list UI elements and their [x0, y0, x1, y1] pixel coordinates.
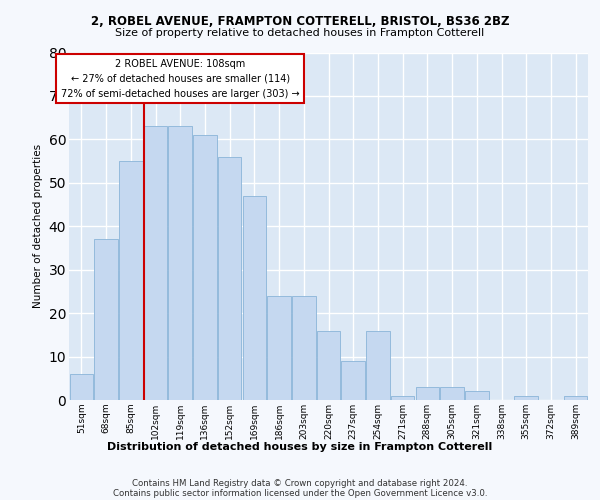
Bar	[317, 330, 340, 400]
Bar	[144, 126, 167, 400]
Bar	[119, 161, 143, 400]
Bar	[70, 374, 93, 400]
Bar	[440, 387, 464, 400]
Text: Contains HM Land Registry data © Crown copyright and database right 2024.: Contains HM Land Registry data © Crown c…	[132, 479, 468, 488]
Bar	[391, 396, 415, 400]
Bar	[94, 240, 118, 400]
Bar	[564, 396, 587, 400]
Y-axis label: Number of detached properties: Number of detached properties	[33, 144, 43, 308]
Bar	[193, 135, 217, 400]
Bar	[292, 296, 316, 400]
Bar	[514, 396, 538, 400]
Bar	[242, 196, 266, 400]
Bar	[268, 296, 291, 400]
Text: Contains public sector information licensed under the Open Government Licence v3: Contains public sector information licen…	[113, 489, 487, 498]
Bar	[416, 387, 439, 400]
Bar	[366, 330, 389, 400]
Text: 2, ROBEL AVENUE, FRAMPTON COTTERELL, BRISTOL, BS36 2BZ: 2, ROBEL AVENUE, FRAMPTON COTTERELL, BRI…	[91, 15, 509, 28]
Text: Distribution of detached houses by size in Frampton Cotterell: Distribution of detached houses by size …	[107, 442, 493, 452]
Bar	[218, 157, 241, 400]
Bar	[465, 392, 488, 400]
Bar	[341, 361, 365, 400]
Bar	[169, 126, 192, 400]
Text: Size of property relative to detached houses in Frampton Cotterell: Size of property relative to detached ho…	[115, 28, 485, 38]
Text: 2 ROBEL AVENUE: 108sqm
← 27% of detached houses are smaller (114)
72% of semi-de: 2 ROBEL AVENUE: 108sqm ← 27% of detached…	[61, 59, 299, 98]
